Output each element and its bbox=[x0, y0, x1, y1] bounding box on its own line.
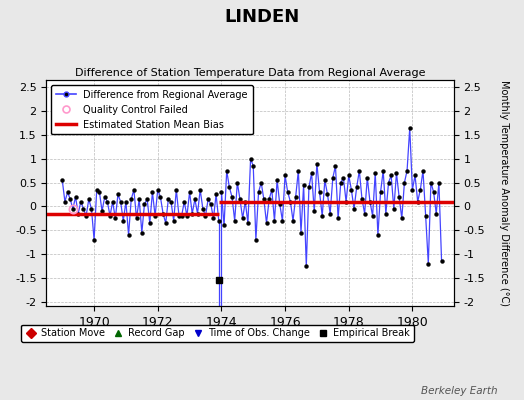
Title: Difference of Station Temperature Data from Regional Average: Difference of Station Temperature Data f… bbox=[75, 68, 425, 78]
Legend: Station Move, Record Gap, Time of Obs. Change, Empirical Break: Station Move, Record Gap, Time of Obs. C… bbox=[21, 324, 414, 342]
Y-axis label: Monthly Temperature Anomaly Difference (°C): Monthly Temperature Anomaly Difference (… bbox=[499, 80, 509, 306]
Text: LINDEN: LINDEN bbox=[224, 8, 300, 26]
Text: Berkeley Earth: Berkeley Earth bbox=[421, 386, 498, 396]
